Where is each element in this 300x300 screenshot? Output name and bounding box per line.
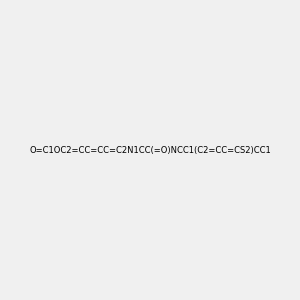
Text: O=C1OC2=CC=CC=C2N1CC(=O)NCC1(C2=CC=CS2)CC1: O=C1OC2=CC=CC=C2N1CC(=O)NCC1(C2=CC=CS2)C…	[29, 146, 271, 154]
